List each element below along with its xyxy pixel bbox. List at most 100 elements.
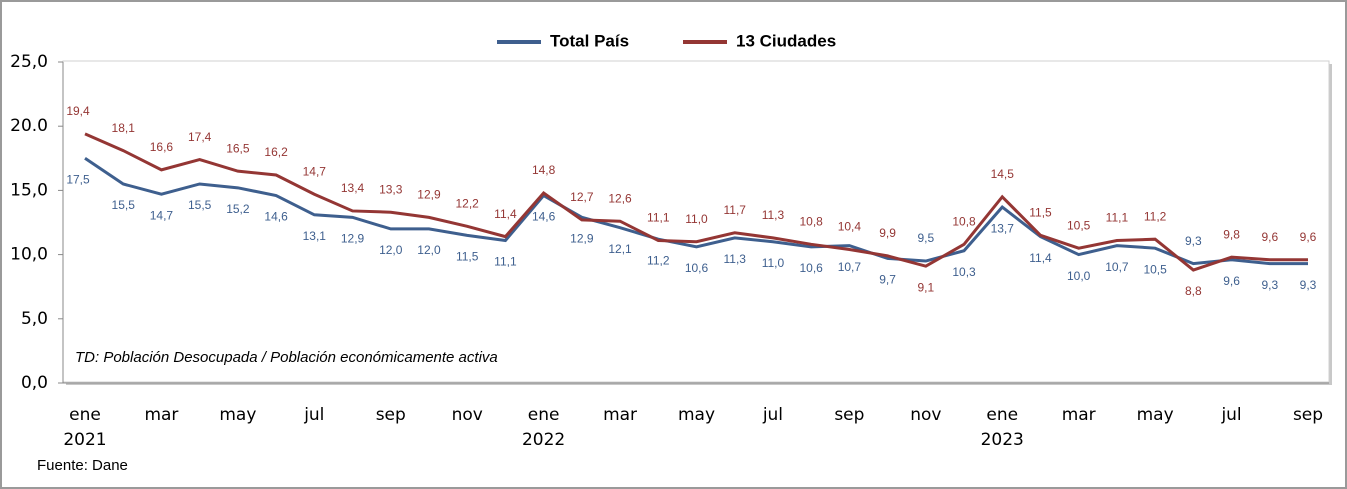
x-tick-label: mar xyxy=(144,405,178,425)
value-label: 9,3 xyxy=(1300,278,1317,292)
value-label: 11,1 xyxy=(647,211,670,225)
value-label: 16,2 xyxy=(264,145,288,159)
x-tick-label: ene xyxy=(986,405,1018,425)
x-tick-label: sep xyxy=(834,405,864,425)
value-label: 15,5 xyxy=(112,198,136,212)
value-label: 10,7 xyxy=(838,260,862,274)
x-tick-label: mar xyxy=(1062,405,1096,425)
value-label: 12,7 xyxy=(570,190,594,204)
value-label: 11,3 xyxy=(723,252,746,266)
x-tick-label: may xyxy=(678,405,715,425)
value-label: 9,6 xyxy=(1300,230,1317,244)
series-line xyxy=(84,132,1308,272)
value-label: 17,5 xyxy=(66,172,90,186)
x-tick-label: ene xyxy=(528,405,560,425)
value-label: 9,6 xyxy=(1261,230,1278,244)
value-label: 13,4 xyxy=(341,181,365,195)
value-label: 11,5 xyxy=(1029,206,1052,220)
value-label: 12,1 xyxy=(608,242,632,256)
x-year-label: 2022 xyxy=(522,430,565,450)
value-label: 12,6 xyxy=(608,191,632,205)
value-label: 10,4 xyxy=(838,220,862,234)
x-tick-label: may xyxy=(1137,405,1174,425)
x-tick-label: jul xyxy=(762,405,783,425)
value-label: 14,7 xyxy=(303,164,327,178)
value-label: 14,7 xyxy=(150,208,174,222)
value-label: 14,5 xyxy=(991,167,1015,181)
value-label: 15,2 xyxy=(226,202,250,216)
value-label: 11,2 xyxy=(1144,209,1167,223)
plot-area xyxy=(62,60,1330,383)
value-label: 11,2 xyxy=(647,253,670,267)
value-label: 10,5 xyxy=(1067,218,1091,232)
value-label: 11,4 xyxy=(1029,251,1052,265)
value-label: 10,5 xyxy=(1143,262,1167,276)
value-label: 11,5 xyxy=(456,250,479,264)
y-tick-label: 0,0 xyxy=(21,373,48,393)
value-label: 19,4 xyxy=(66,104,90,118)
x-tick-label: nov xyxy=(910,405,941,425)
value-label: 12,9 xyxy=(341,232,365,246)
value-label: 12,0 xyxy=(379,243,403,257)
x-tick-label: nov xyxy=(452,405,483,425)
y-tick-label: 20.0 xyxy=(10,116,48,136)
y-tick-label: 10,0 xyxy=(10,245,48,265)
value-label: 13,7 xyxy=(991,221,1015,235)
value-label: 13,1 xyxy=(303,229,327,243)
x-tick-label: may xyxy=(219,405,256,425)
value-label: 11,0 xyxy=(685,212,708,226)
value-label: 10,6 xyxy=(799,261,823,275)
value-label: 8,8 xyxy=(1185,284,1202,298)
value-label: 11,0 xyxy=(762,256,785,270)
value-label: 14,6 xyxy=(532,210,556,224)
series-line xyxy=(84,157,1308,266)
value-label: 13,3 xyxy=(379,182,403,196)
value-label: 16,5 xyxy=(226,141,250,155)
value-label: 10,6 xyxy=(685,261,709,275)
value-label: 12,9 xyxy=(570,232,594,246)
value-label: 12,9 xyxy=(417,188,441,202)
value-label: 10,3 xyxy=(952,265,976,279)
x-tick-label: jul xyxy=(1220,405,1241,425)
y-tick-label: 25,0 xyxy=(10,52,48,72)
legend-label: Total País xyxy=(550,31,629,50)
value-label: 18,1 xyxy=(112,121,136,135)
value-label: 11,1 xyxy=(1106,211,1129,225)
value-label: 16,6 xyxy=(150,140,174,154)
x-tick-label: jul xyxy=(303,405,324,425)
value-label: 9,6 xyxy=(1223,274,1240,288)
value-label: 12,0 xyxy=(417,243,441,257)
value-label: 9,3 xyxy=(1185,234,1202,248)
value-label: 11,3 xyxy=(762,208,785,222)
value-label: 11,7 xyxy=(723,203,746,217)
value-label: 9,5 xyxy=(917,231,934,245)
value-label: 10,8 xyxy=(952,214,976,228)
x-tick-label: sep xyxy=(1293,405,1323,425)
value-label: 10,8 xyxy=(799,214,823,228)
x-tick-label: ene xyxy=(69,405,101,425)
y-tick-label: 5,0 xyxy=(21,309,48,329)
value-label: 11,1 xyxy=(494,255,517,269)
x-tick-label: sep xyxy=(376,405,406,425)
value-label: 9,3 xyxy=(1261,278,1278,292)
x-year-label: 2021 xyxy=(63,430,106,450)
legend-label: 13 Ciudades xyxy=(736,31,836,50)
x-tick-label: mar xyxy=(603,405,637,425)
value-label: 12,2 xyxy=(456,197,480,211)
value-label: 17,4 xyxy=(188,130,212,144)
x-year-label: 2023 xyxy=(981,430,1024,450)
value-label: 15,5 xyxy=(188,198,212,212)
value-label: 10,7 xyxy=(1105,260,1129,274)
value-label: 10,0 xyxy=(1067,269,1091,283)
source: Fuente: Dane xyxy=(37,457,128,474)
value-label: 14,6 xyxy=(264,210,288,224)
y-tick-label: 15,0 xyxy=(10,180,48,200)
value-label: 9,1 xyxy=(917,280,934,294)
value-label: 9,9 xyxy=(879,226,896,240)
value-label: 9,8 xyxy=(1223,227,1240,241)
value-label: 14,8 xyxy=(532,163,556,177)
annotation: TD: Población Desocupada / Población eco… xyxy=(75,349,498,366)
value-label: 9,7 xyxy=(879,273,896,287)
value-label: 11,4 xyxy=(494,207,517,221)
